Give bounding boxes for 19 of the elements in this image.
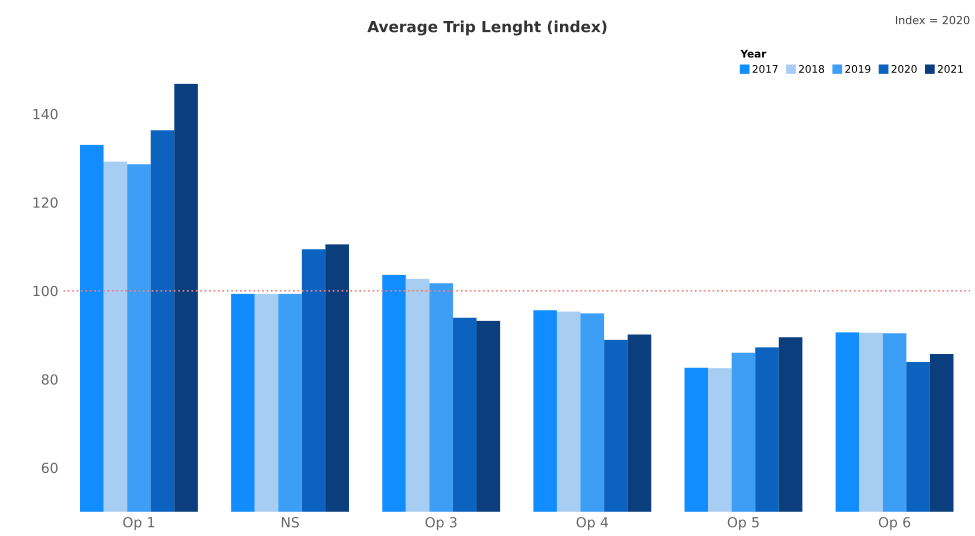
x-tick-label: Op 5 — [728, 516, 759, 530]
text: Index = 2020 — [896, 16, 970, 24]
y-tick-label: 80 — [42, 374, 58, 385]
y-tick-label: 140 — [34, 108, 58, 120]
legend-title: Year — [740, 50, 766, 58]
x-tick-label: NS — [282, 516, 299, 528]
x-tick-label: Op 1 — [123, 516, 154, 530]
legend-label: 2020 — [892, 65, 917, 73]
x-tick-label: Op 3 — [425, 516, 457, 530]
legend-label: 2017 — [752, 65, 778, 73]
y-tick-label: 60 — [42, 462, 58, 474]
x-tick-label: Op 4 — [576, 516, 608, 530]
chart-title: Average Trip Lenght (index) — [367, 20, 606, 36]
legend-label: 2019 — [845, 65, 870, 73]
x-tick-label: Op 6 — [878, 516, 910, 530]
y-tick-label: 120 — [34, 197, 58, 208]
legend-label: 2018 — [799, 65, 824, 73]
legend-label: 2021 — [938, 65, 963, 73]
y-tick-label: 100 — [34, 286, 58, 296]
